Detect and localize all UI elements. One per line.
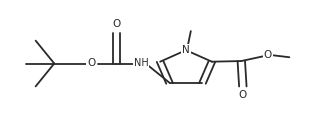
Text: O: O <box>87 59 95 68</box>
Text: O: O <box>239 90 247 100</box>
Text: N: N <box>182 45 190 55</box>
Text: O: O <box>112 19 120 29</box>
Text: O: O <box>264 50 272 60</box>
Text: NH: NH <box>134 59 148 68</box>
